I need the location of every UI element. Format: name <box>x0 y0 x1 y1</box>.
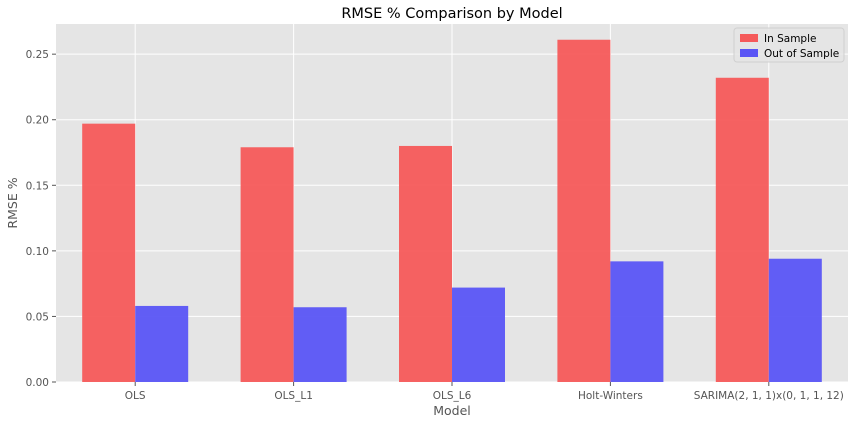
bar-in-sample-1 <box>240 147 294 382</box>
bar-out-of-sample-2 <box>452 287 505 382</box>
x-tick-label-0: OLS <box>125 390 146 402</box>
x-axis-label: Model <box>433 403 471 418</box>
legend-label-in-sample: In Sample <box>764 33 816 45</box>
y-axis-label: RMSE % <box>5 177 20 228</box>
y-tick-label-3: 0.15 <box>26 180 49 192</box>
chart-title: RMSE % Comparison by Model <box>341 6 562 22</box>
legend-box <box>733 27 845 63</box>
bar-out-of-sample-3 <box>610 261 664 382</box>
y-tick-label-5: 0.25 <box>26 49 49 61</box>
legend-label-out-of-sample: Out of Sample <box>764 48 839 60</box>
legend: In Sample Out of Sample <box>733 27 845 63</box>
y-tick-label-1: 0.05 <box>26 311 49 323</box>
bar-out-of-sample-0 <box>135 305 189 382</box>
bar-in-sample-0 <box>82 123 136 383</box>
legend-swatch-out-of-sample <box>740 49 758 57</box>
y-tick-label-0: 0.00 <box>26 377 49 389</box>
bar-in-sample-3 <box>557 39 611 382</box>
bar-out-of-sample-4 <box>768 258 822 382</box>
x-tick-label-2: OLS_L6 <box>433 390 472 402</box>
x-tick-label-1: OLS_L1 <box>274 390 313 402</box>
y-axis-ticks: 0.00 0.05 0.10 0.15 0.20 0.25 <box>26 49 56 389</box>
bar-out-of-sample-1 <box>293 307 347 382</box>
x-axis-ticks: OLS OLS_L1 OLS_L6 Holt-Winters SARIMA(2, 1, … <box>125 382 844 402</box>
bar-in-sample-2 <box>399 145 452 382</box>
x-tick-label-3: Holt-Winters <box>578 390 643 402</box>
y-tick-label-4: 0.20 <box>26 115 49 127</box>
bar-in-sample-4 <box>715 77 769 382</box>
y-tick-label-2: 0.10 <box>26 246 49 258</box>
bars <box>82 39 822 383</box>
legend-swatch-in-sample <box>740 34 758 42</box>
x-tick-label-4: SARIMA(2, 1, 1)x(0, 1, 1, 12) <box>694 390 844 402</box>
